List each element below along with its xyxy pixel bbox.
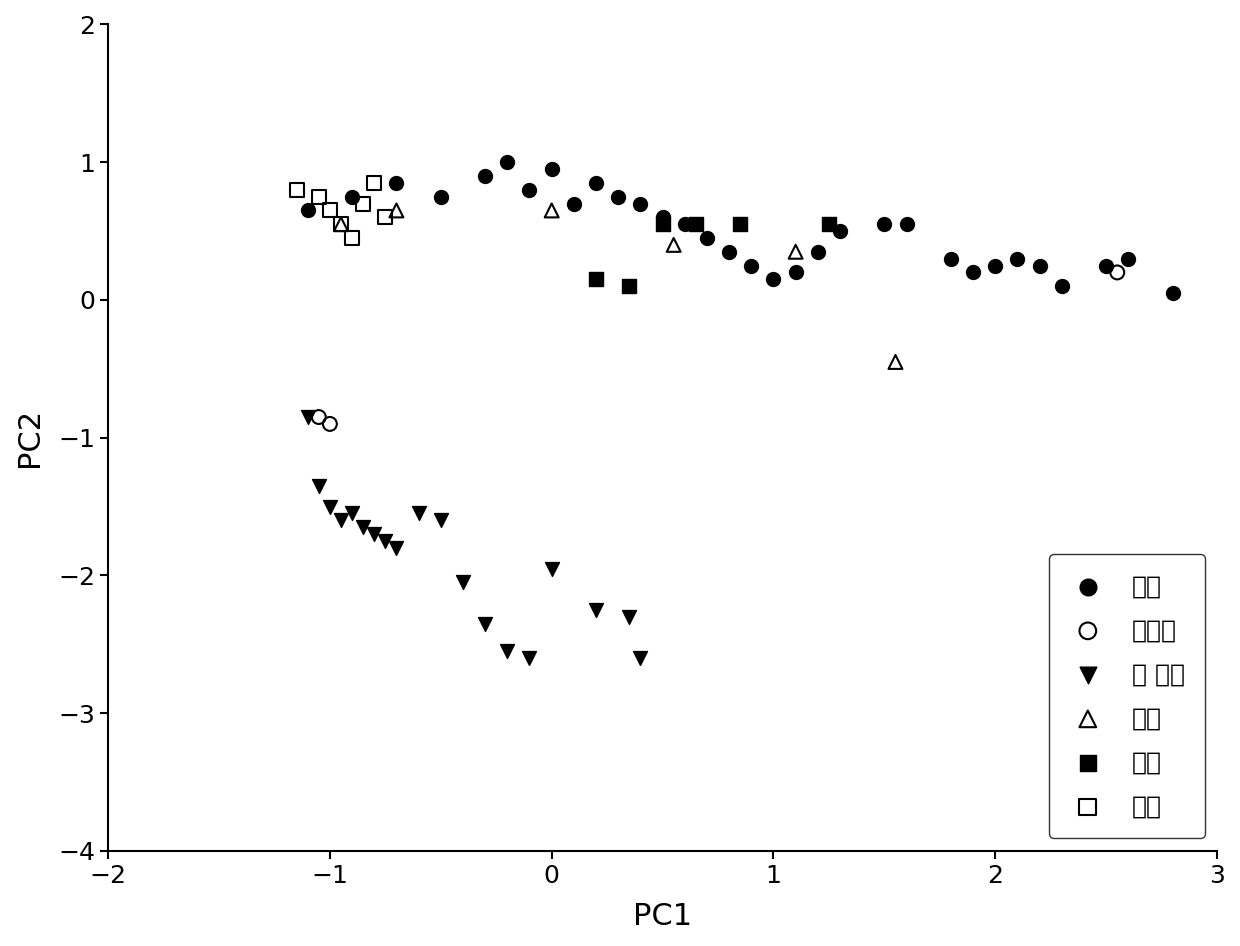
爱 尔兰: [387, 540, 407, 555]
韩国: [1008, 251, 1028, 266]
韩国: [542, 162, 562, 177]
瑞士: [365, 175, 384, 190]
韩国: [808, 244, 828, 259]
韩国: [963, 265, 983, 280]
X-axis label: PC1: PC1: [632, 902, 692, 931]
Legend: 韩国, 新加坡, 爱 尔兰, 荷兰, 德国, 瑞士: 韩国, 新加坡, 爱 尔兰, 荷兰, 德国, 瑞士: [1049, 554, 1204, 838]
韩国: [630, 196, 650, 211]
韩国: [874, 217, 894, 232]
瑞士: [309, 189, 329, 204]
爱 尔兰: [298, 410, 317, 425]
韩国: [1052, 279, 1071, 294]
Y-axis label: PC2: PC2: [15, 408, 43, 467]
韩国: [697, 231, 717, 246]
韩国: [786, 265, 806, 280]
德国: [620, 279, 640, 294]
爱 尔兰: [453, 575, 472, 590]
韩国: [941, 251, 961, 266]
德国: [730, 217, 750, 232]
爱 尔兰: [430, 513, 450, 528]
韩国: [1029, 258, 1049, 273]
瑞士: [320, 202, 340, 218]
韩国: [342, 189, 362, 204]
韩国: [298, 202, 317, 218]
韩国: [897, 217, 916, 232]
韩国: [430, 189, 450, 204]
爱 尔兰: [409, 506, 429, 521]
韩国: [564, 196, 584, 211]
爱 尔兰: [365, 527, 384, 542]
瑞士: [342, 231, 362, 246]
瑞士: [376, 210, 396, 225]
荷兰: [331, 217, 351, 232]
瑞士: [286, 183, 306, 198]
爱 尔兰: [309, 479, 329, 494]
韩国: [830, 223, 849, 238]
爱 尔兰: [320, 499, 340, 514]
爱 尔兰: [475, 616, 495, 631]
韩国: [609, 189, 629, 204]
瑞士: [353, 196, 373, 211]
荷兰: [387, 202, 407, 218]
荷兰: [542, 202, 562, 218]
荷兰: [663, 237, 683, 253]
韩国: [1096, 258, 1116, 273]
新加坡: [1107, 265, 1127, 280]
德国: [818, 217, 838, 232]
韩国: [764, 272, 784, 287]
韩国: [652, 210, 672, 225]
韩国: [520, 183, 539, 198]
爱 尔兰: [376, 534, 396, 549]
德国: [686, 217, 706, 232]
爱 尔兰: [587, 603, 606, 618]
韩国: [497, 154, 517, 169]
韩国: [719, 244, 739, 259]
韩国: [1163, 286, 1183, 301]
荷兰: [786, 244, 806, 259]
韩国: [675, 217, 694, 232]
韩国: [742, 258, 761, 273]
德国: [652, 217, 672, 232]
爱 尔兰: [342, 506, 362, 521]
爱 尔兰: [497, 643, 517, 658]
新加坡: [309, 410, 329, 425]
韩国: [1118, 251, 1138, 266]
爱 尔兰: [331, 513, 351, 528]
爱 尔兰: [542, 561, 562, 576]
瑞士: [331, 217, 351, 232]
韩国: [986, 258, 1006, 273]
爱 尔兰: [630, 651, 650, 666]
荷兰: [885, 355, 905, 370]
爱 尔兰: [520, 651, 539, 666]
爱 尔兰: [620, 609, 640, 624]
德国: [587, 272, 606, 287]
韩国: [387, 175, 407, 190]
韩国: [475, 168, 495, 184]
韩国: [587, 175, 606, 190]
爱 尔兰: [353, 519, 373, 534]
新加坡: [320, 416, 340, 431]
